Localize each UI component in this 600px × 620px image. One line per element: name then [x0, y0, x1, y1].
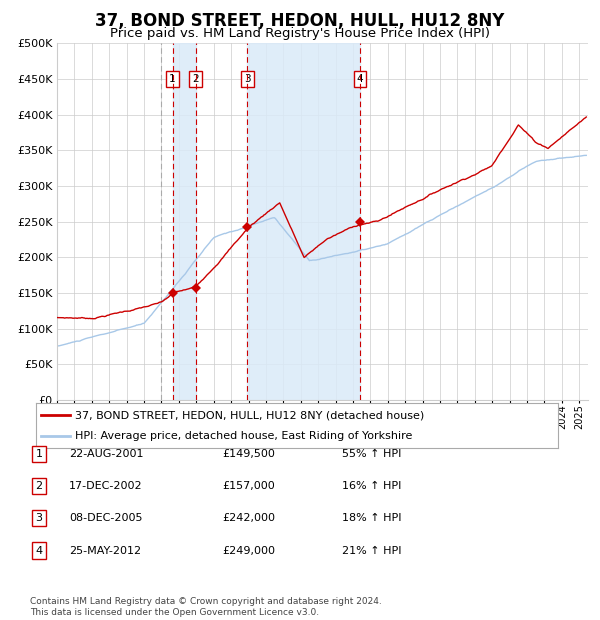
Text: Contains HM Land Registry data © Crown copyright and database right 2024.
This d: Contains HM Land Registry data © Crown c… — [30, 598, 382, 617]
Text: 37, BOND STREET, HEDON, HULL, HU12 8NY (detached house): 37, BOND STREET, HEDON, HULL, HU12 8NY (… — [75, 410, 424, 420]
Text: 1: 1 — [35, 449, 43, 459]
Text: 4: 4 — [356, 74, 363, 84]
Text: 2: 2 — [192, 74, 199, 84]
Text: HPI: Average price, detached house, East Riding of Yorkshire: HPI: Average price, detached house, East… — [75, 432, 413, 441]
Text: Price paid vs. HM Land Registry's House Price Index (HPI): Price paid vs. HM Land Registry's House … — [110, 27, 490, 40]
Bar — [173, 43, 196, 400]
Text: 08-DEC-2005: 08-DEC-2005 — [69, 513, 143, 523]
Text: £242,000: £242,000 — [222, 513, 275, 523]
Bar — [247, 43, 360, 400]
Text: 55% ↑ HPI: 55% ↑ HPI — [342, 449, 401, 459]
Text: 3: 3 — [35, 513, 43, 523]
Text: 21% ↑ HPI: 21% ↑ HPI — [342, 546, 401, 556]
Text: 22-AUG-2001: 22-AUG-2001 — [69, 449, 143, 459]
Text: 4: 4 — [35, 546, 43, 556]
Text: £157,000: £157,000 — [222, 481, 275, 491]
Text: £249,000: £249,000 — [222, 546, 275, 556]
Text: £149,500: £149,500 — [222, 449, 275, 459]
Text: 16% ↑ HPI: 16% ↑ HPI — [342, 481, 401, 491]
Text: 17-DEC-2002: 17-DEC-2002 — [69, 481, 143, 491]
Text: 2: 2 — [35, 481, 43, 491]
Text: 25-MAY-2012: 25-MAY-2012 — [69, 546, 141, 556]
Text: 37, BOND STREET, HEDON, HULL, HU12 8NY: 37, BOND STREET, HEDON, HULL, HU12 8NY — [95, 12, 505, 30]
Text: 18% ↑ HPI: 18% ↑ HPI — [342, 513, 401, 523]
Text: 3: 3 — [244, 74, 251, 84]
Text: 1: 1 — [169, 74, 176, 84]
